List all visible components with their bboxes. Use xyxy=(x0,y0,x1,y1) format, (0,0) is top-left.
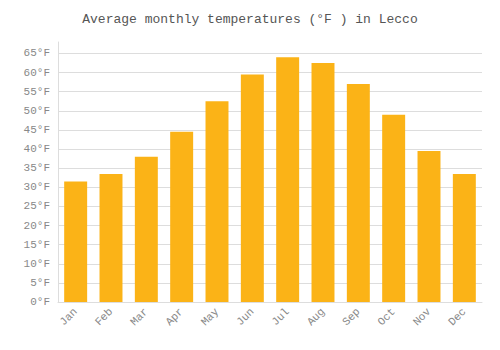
svg-text:Oct: Oct xyxy=(375,306,397,328)
svg-text:20°F: 20°F xyxy=(24,220,50,232)
svg-text:Sep: Sep xyxy=(340,306,362,328)
svg-text:Average monthly temperatures (: Average monthly temperatures (°F ) in Le… xyxy=(82,12,417,27)
svg-text:0°F: 0°F xyxy=(30,296,50,308)
svg-text:40°F: 40°F xyxy=(24,143,50,155)
svg-text:65°F: 65°F xyxy=(24,47,50,59)
svg-text:Aug: Aug xyxy=(305,306,327,328)
svg-text:5°F: 5°F xyxy=(30,277,50,289)
svg-text:60°F: 60°F xyxy=(24,67,50,79)
svg-text:15°F: 15°F xyxy=(24,239,50,251)
svg-text:35°F: 35°F xyxy=(24,162,50,174)
svg-text:Dec: Dec xyxy=(446,306,468,328)
svg-text:Jan: Jan xyxy=(57,306,79,328)
svg-text:Jul: Jul xyxy=(269,306,291,328)
svg-text:55°F: 55°F xyxy=(24,86,50,98)
svg-text:50°F: 50°F xyxy=(24,105,50,117)
svg-text:May: May xyxy=(199,305,222,328)
svg-text:Mar: Mar xyxy=(128,306,150,328)
svg-text:10°F: 10°F xyxy=(24,258,50,270)
svg-text:Jun: Jun xyxy=(234,306,256,328)
svg-text:30°F: 30°F xyxy=(24,181,50,193)
svg-text:Apr: Apr xyxy=(163,306,185,328)
svg-text:25°F: 25°F xyxy=(24,200,50,212)
svg-text:45°F: 45°F xyxy=(24,124,50,136)
svg-text:Feb: Feb xyxy=(93,306,115,328)
svg-text:Nov: Nov xyxy=(411,305,434,328)
